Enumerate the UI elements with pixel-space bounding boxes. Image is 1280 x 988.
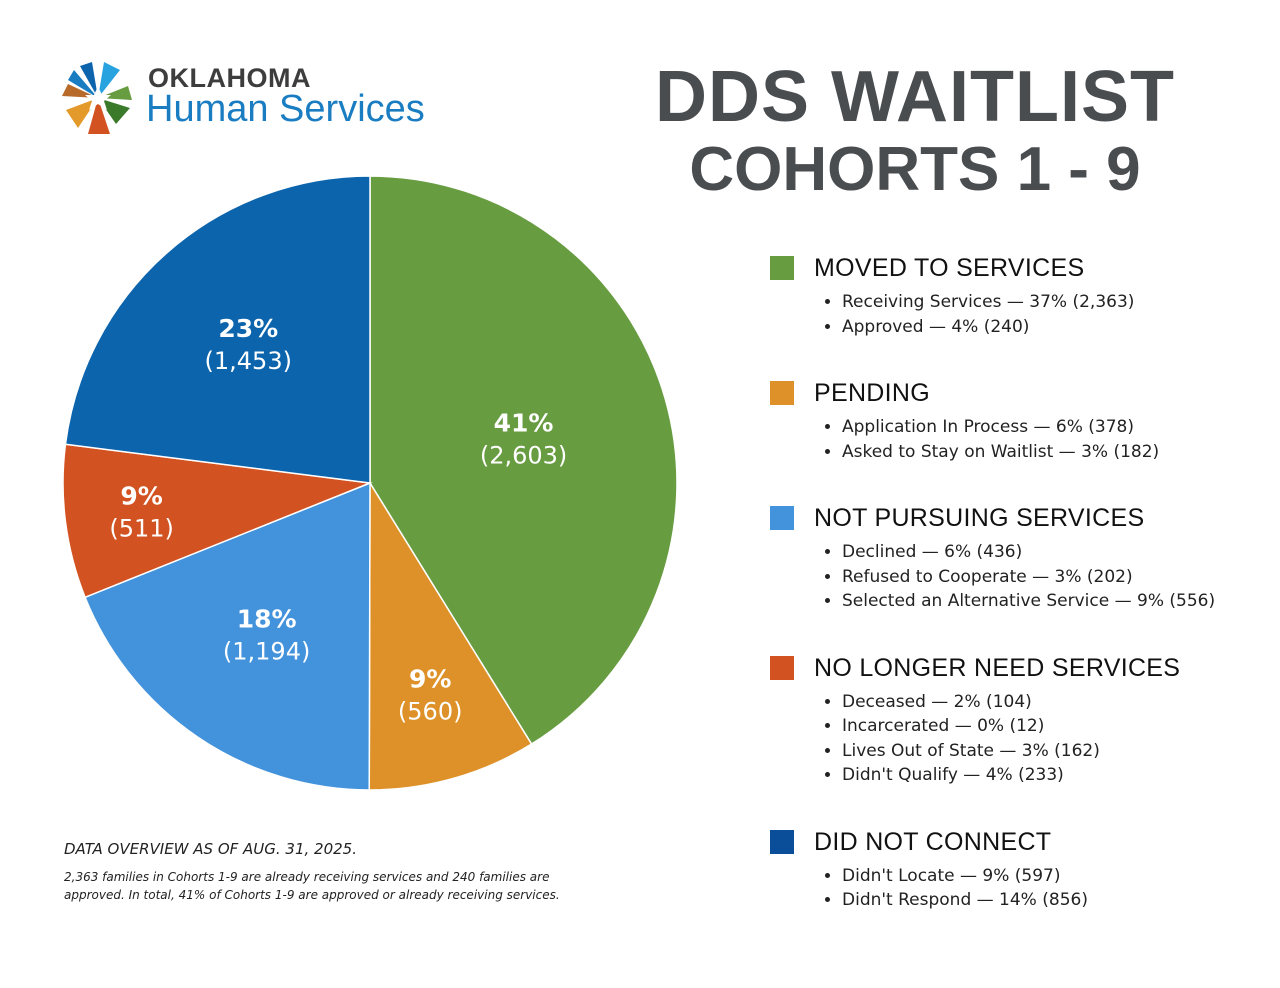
slice-percent-label: 41% [494,408,554,437]
page-title: DDS WAITLIST [655,57,1175,137]
legend-item: Application In Process — 6% (378) [842,415,1250,440]
slice-count-label: (560) [398,698,463,726]
legend: MOVED TO SERVICES Receiving Services — 3… [770,250,1250,913]
legend-item: Selected an Alternative Service — 9% (55… [842,589,1250,614]
logo-text-oklahoma: OKLAHOMA [148,63,311,93]
legend-item: Didn't Locate — 9% (597) [842,864,1250,889]
legend-group: NO LONGER NEED SERVICES Deceased — 2% (1… [770,650,1250,788]
legend-swatch [770,256,794,280]
oklahoma-human-services-logo: OKLAHOMA Human Services [58,58,438,140]
legend-group-title: NOT PURSUING SERVICES [814,504,1145,532]
logo-text-human-services: Human Services [146,88,425,130]
slice-count-label: (1,453) [205,347,292,375]
legend-swatch [770,829,794,854]
legend-group-title: NO LONGER NEED SERVICES [814,653,1181,682]
legend-item: Lives Out of State — 3% (162) [842,739,1250,764]
page-subtitle: COHORTS 1 - 9 [689,135,1141,204]
pie-slice [84,481,371,791]
pie-slice [62,443,373,599]
legend-item: Asked to Stay on Waitlist — 3% (182) [842,440,1250,465]
slice-count-label: (1,194) [223,637,310,665]
legend-item: Incarcerated — 0% (12) [842,714,1250,739]
legend-group: DID NOT CONNECT Didn't Locate — 9% (597)… [770,824,1250,913]
legend-swatch [770,506,794,530]
legend-item-list: Didn't Locate — 9% (597)Didn't Respond —… [822,864,1250,913]
legend-item-list: Deceased — 2% (104)Incarcerated — 0% (12… [822,690,1250,788]
legend-swatch [770,381,794,405]
slice-count-label: (511) [109,514,174,542]
summary-note: 2,363 families in Cohorts 1-9 are alread… [64,870,560,902]
star-logo-icon [62,62,132,134]
pie-slice [368,480,533,791]
legend-item: Didn't Qualify — 4% (233) [842,763,1250,788]
legend-group-title: MOVED TO SERVICES [814,254,1085,282]
legend-item: Refused to Cooperate — 3% (202) [842,565,1250,590]
legend-group-title: PENDING [814,379,931,407]
legend-item-list: Declined — 6% (436)Refused to Cooperate … [822,540,1250,614]
legend-item: Declined — 6% (436) [842,540,1250,565]
pie-slice [64,175,371,484]
legend-group: MOVED TO SERVICES Receiving Services — 3… [770,250,1250,339]
pie-slice [369,175,678,746]
legend-swatch [770,655,794,680]
legend-item-list: Application In Process — 6% (378)Asked t… [822,415,1250,464]
slice-count-label: (2,603) [480,441,567,469]
legend-item-list: Receiving Services — 37% (2,363)Approved… [822,290,1250,339]
legend-group-title: DID NOT CONNECT [814,827,1052,856]
legend-item: Approved — 4% (240) [842,315,1250,340]
slice-percent-label: 23% [218,314,278,343]
legend-group: PENDING Application In Process — 6% (378… [770,375,1250,464]
legend-group: NOT PURSUING SERVICES Declined — 6% (436… [770,500,1250,614]
legend-item: Didn't Respond — 14% (856) [842,888,1250,913]
legend-item: Receiving Services — 37% (2,363) [842,290,1250,315]
slice-percent-label: 9% [120,481,162,510]
pie-chart: 41% (2,603) 9% (560) 18% (1,194) 9% (511) 23% (1,… [62,175,678,791]
data-as-of-note: DATA OVERVIEW AS OF AUG. 31, 2025. [64,840,357,858]
slice-percent-label: 18% [237,604,297,633]
slice-percent-label: 9% [409,665,451,694]
legend-item: Deceased — 2% (104) [842,690,1250,715]
